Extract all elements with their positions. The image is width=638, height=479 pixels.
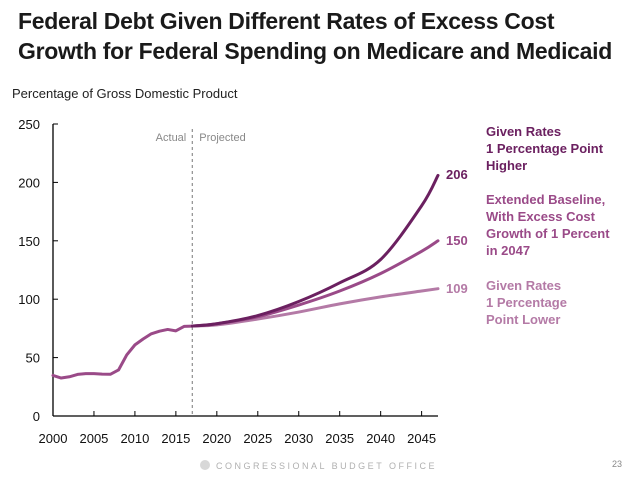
x-tick-label: 2035 — [325, 431, 354, 446]
end-label-higher: 206 — [446, 167, 468, 183]
y-axis-label: Percentage of Gross Domestic Product — [12, 86, 238, 101]
x-tick-label: 2015 — [161, 431, 190, 446]
footer-branding: CONGRESSIONAL BUDGET OFFICE — [200, 460, 437, 471]
legend-line: Higher — [486, 158, 528, 173]
y-tick-label: 50 — [26, 351, 40, 366]
y-tick-label: 250 — [18, 117, 40, 132]
series-baseline-line — [190, 239, 440, 328]
x-tick-label: 2040 — [366, 431, 395, 446]
actual-label: Actual — [156, 132, 187, 144]
x-tick-label: 2025 — [243, 431, 272, 446]
y-tick-label: 100 — [18, 292, 40, 307]
x-tick-label: 2030 — [284, 431, 313, 446]
series-higher-line — [190, 173, 440, 328]
series-actual-line — [51, 324, 194, 380]
legend-line: 1 Percentage — [486, 295, 567, 310]
legend-line: Extended Baseline, — [486, 192, 606, 207]
x-tick-label: 2020 — [202, 431, 231, 446]
legend-line: With Excess Cost — [486, 209, 595, 224]
x-tick-label: 2000 — [39, 431, 68, 446]
chart-title: Federal Debt Given Different Rates of Ex… — [18, 8, 612, 64]
legend-line: in 2047 — [486, 243, 531, 258]
x-tick-label: 2045 — [407, 431, 436, 446]
footer-text: CONGRESSIONAL BUDGET OFFICE — [216, 461, 438, 471]
y-tick-label: 200 — [18, 175, 40, 190]
x-tick-label: 2010 — [120, 431, 149, 446]
legend-baseline: Extended Baseline, With Excess Cost Growth… — [486, 191, 610, 259]
y-tick-label: 0 — [33, 409, 40, 424]
projected-label: Projected — [199, 132, 245, 144]
page-number: 23 — [612, 459, 623, 469]
legend-higher: Given Rates 1 Percentage Point Higher — [486, 123, 603, 174]
legend-line: Given Rates — [486, 124, 562, 139]
legend-line: Given Rates — [486, 278, 562, 293]
legend-line: Growth of 1 Percent — [486, 226, 610, 241]
legend-line: 1 Percentage Point — [486, 141, 604, 156]
cbo-logo-icon — [200, 460, 210, 470]
legend-lower: Given Rates 1 Percentage Point Lower — [486, 277, 567, 328]
end-label-lower: 109 — [446, 280, 468, 296]
x-tick-label: 2005 — [79, 431, 108, 446]
end-label-baseline: 150 — [446, 232, 468, 248]
y-tick-label: 150 — [18, 234, 40, 249]
legend-line: Point Lower — [486, 312, 561, 327]
